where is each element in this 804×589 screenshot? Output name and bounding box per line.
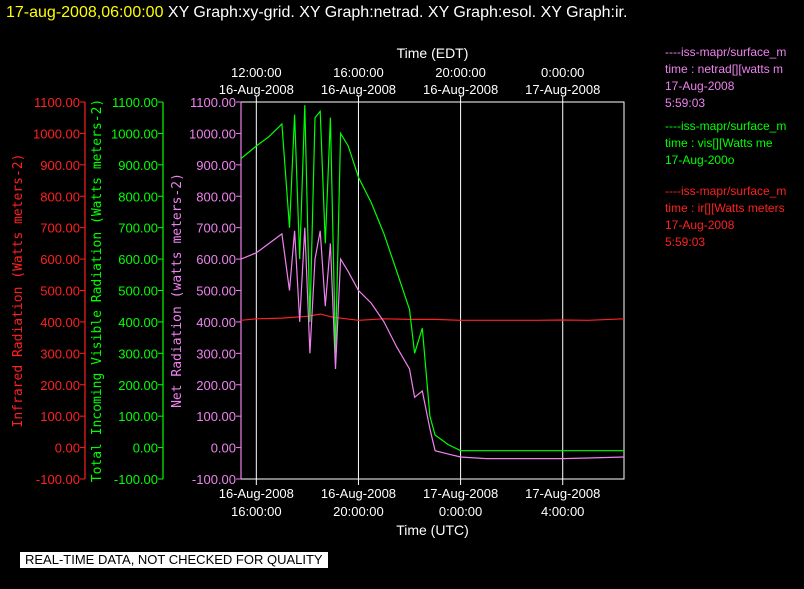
x-tick-label: 17-Aug-2008 bbox=[423, 486, 498, 501]
top-tick-label: 20:00:00 bbox=[435, 65, 486, 80]
legend-line: 5:59:03 bbox=[665, 96, 706, 110]
net-y-tick-label: 800.00 bbox=[196, 189, 236, 204]
net-y-tick-label: 500.00 bbox=[196, 284, 236, 299]
top-tick-label: 17-Aug-2008 bbox=[525, 82, 600, 97]
ir-y-tick-label: -100.00 bbox=[36, 472, 80, 487]
legend-entry-net: ----iss-mapr/surface_m time : netrad[][w… bbox=[665, 44, 786, 112]
top-axis-title: Time (EDT) bbox=[397, 45, 469, 61]
legend-line: time : vis[][Watts me bbox=[665, 136, 773, 150]
net-y-axis-title: Net Radiation (watts meters-2) bbox=[170, 173, 185, 408]
net-y-tick-label: 0.00 bbox=[211, 441, 236, 456]
x-tick-label: 20:00:00 bbox=[333, 504, 384, 519]
ir-y-tick-label: 400.00 bbox=[40, 315, 80, 330]
quality-note: REAL-TIME DATA, NOT CHECKED FOR QUALITY bbox=[20, 552, 328, 568]
vis-y-tick-label: 900.00 bbox=[118, 158, 158, 173]
vis-y-tick-label: 300.00 bbox=[118, 346, 158, 361]
ir-y-tick-label: 300.00 bbox=[40, 346, 80, 361]
legend: ----iss-mapr/surface_m time : netrad[][w… bbox=[665, 44, 786, 257]
legend-line: ----iss-mapr/surface_m bbox=[665, 45, 787, 59]
ir-y-tick-label: 900.00 bbox=[40, 158, 80, 173]
ir-y-tick-label: 1100.00 bbox=[34, 95, 80, 110]
vis-y-tick-label: 500.00 bbox=[118, 284, 158, 299]
vis-y-tick-label: 100.00 bbox=[118, 409, 158, 424]
ir-y-tick-label: 800.00 bbox=[40, 189, 80, 204]
ir-y-tick-label: 1000.00 bbox=[33, 126, 80, 141]
vis-y-axis-title: Total Incoming Visible Radiation (Watts … bbox=[90, 99, 105, 483]
net-y-tick-label: 900.00 bbox=[196, 158, 236, 173]
legend-line: 17-Aug-2008 bbox=[665, 79, 735, 93]
legend-entry-ir: ----iss-mapr/surface_m time : ir[][Watts… bbox=[665, 183, 786, 251]
net-y-tick-label: 400.00 bbox=[196, 315, 236, 330]
ir-y-tick-label: 100.00 bbox=[40, 409, 80, 424]
vis-y-tick-label: 1100.00 bbox=[112, 95, 158, 110]
legend-line: time : netrad[][watts m bbox=[665, 62, 784, 76]
header-timestamp: 17-aug-2008,06:00:00 bbox=[6, 4, 164, 21]
legend-line: 17-Aug-200o bbox=[665, 153, 735, 167]
ir-y-tick-label: 500.00 bbox=[40, 284, 80, 299]
ir-y-axis-title: Infrared Radiation (Watts meters-2) bbox=[11, 154, 26, 428]
net-y-tick-label: 1000.00 bbox=[189, 126, 236, 141]
x-tick-label: 4:00:00 bbox=[541, 504, 584, 519]
x-tick-label: 16-Aug-2008 bbox=[321, 486, 396, 501]
legend-line: 5:59:03 bbox=[665, 235, 706, 249]
bottom-axis-title: Time (UTC) bbox=[396, 522, 469, 538]
x-tick-label: 0:00:00 bbox=[439, 504, 482, 519]
x-tick-label: 17-Aug-2008 bbox=[525, 486, 600, 501]
legend-line: 17-Aug-2008 bbox=[665, 218, 735, 232]
net-y-tick-label: 200.00 bbox=[196, 378, 236, 393]
legend-line: ----iss-mapr/surface_m bbox=[665, 119, 787, 133]
top-tick-label: 16-Aug-2008 bbox=[321, 82, 396, 97]
legend-entry-vis: ----iss-mapr/surface_m time : vis[][Watt… bbox=[665, 118, 786, 169]
ir-y-tick-label: 600.00 bbox=[40, 252, 80, 267]
top-tick-label: 16-Aug-2008 bbox=[219, 82, 294, 97]
vis-y-tick-label: 0.00 bbox=[133, 441, 158, 456]
x-tick-label: 16-Aug-2008 bbox=[219, 486, 294, 501]
vis-y-tick-label: 800.00 bbox=[118, 189, 158, 204]
vis-y-tick-label: 700.00 bbox=[118, 221, 158, 236]
net-y-tick-label: -100.00 bbox=[192, 472, 236, 487]
vis-y-tick-label: 600.00 bbox=[118, 252, 158, 267]
ir-y-tick-label: 0.00 bbox=[55, 441, 80, 456]
top-tick-label: 0:00:00 bbox=[541, 65, 584, 80]
ir-y-tick-label: 700.00 bbox=[40, 221, 80, 236]
top-tick-label: 16:00:00 bbox=[333, 65, 384, 80]
vis-y-tick-label: 200.00 bbox=[118, 378, 158, 393]
series-line-ir bbox=[240, 313, 625, 321]
top-tick-label: 12:00:00 bbox=[231, 65, 282, 80]
legend-line: time : ir[][Watts meters bbox=[665, 201, 785, 215]
vis-y-tick-label: 1000.00 bbox=[111, 126, 158, 141]
net-y-tick-label: 1100.00 bbox=[190, 95, 236, 110]
legend-line: ----iss-mapr/surface_m bbox=[665, 184, 787, 198]
net-y-tick-label: 100.00 bbox=[196, 409, 236, 424]
series-line-net bbox=[240, 227, 625, 460]
vis-y-tick-label: 400.00 bbox=[118, 315, 158, 330]
net-y-tick-label: 700.00 bbox=[196, 221, 236, 236]
top-tick-label: 16-Aug-2008 bbox=[423, 82, 498, 97]
x-tick-label: 16:00:00 bbox=[231, 504, 282, 519]
series-line-vis bbox=[240, 105, 624, 452]
net-y-tick-label: 300.00 bbox=[196, 346, 236, 361]
header-graph-list: XY Graph:xy-grid. XY Graph:netrad. XY Gr… bbox=[167, 4, 628, 21]
net-y-tick-label: 600.00 bbox=[196, 252, 236, 267]
ir-y-tick-label: 200.00 bbox=[40, 378, 80, 393]
header-bar: 17-aug-2008,06:00:00 XY Graph:xy-grid. X… bbox=[6, 4, 627, 22]
vis-y-tick-label: -100.00 bbox=[114, 472, 158, 487]
